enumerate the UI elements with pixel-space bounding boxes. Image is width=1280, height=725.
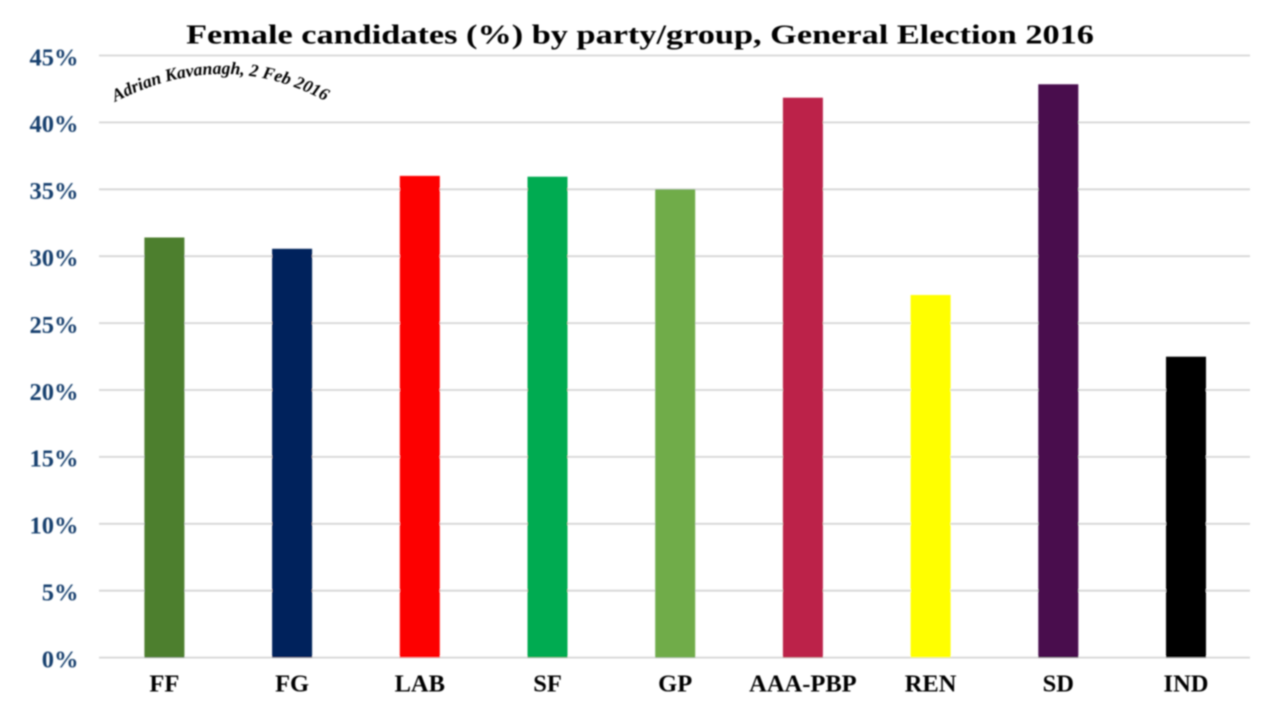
svg-text:40%: 40% [30,111,79,138]
svg-text:Female candidates (%) by party: Female candidates (%) by party/group, Ge… [186,19,1094,50]
svg-text:GP: GP [658,671,692,698]
svg-text:AAA-PBP: AAA-PBP [749,671,857,698]
svg-text:FF: FF [149,671,179,698]
svg-text:25%: 25% [30,312,79,339]
svg-text:10%: 10% [30,513,79,540]
svg-text:IND: IND [1164,671,1209,698]
svg-text:5%: 5% [42,580,79,607]
svg-text:SD: SD [1043,671,1074,698]
svg-text:REN: REN [905,671,957,698]
svg-text:FG: FG [275,671,309,698]
svg-text:35%: 35% [30,178,79,205]
svg-text:0%: 0% [42,646,79,673]
svg-text:30%: 30% [30,245,79,272]
svg-text:15%: 15% [30,446,79,473]
svg-text:SF: SF [533,671,562,698]
svg-text:20%: 20% [30,379,79,406]
svg-text:45%: 45% [30,44,79,71]
svg-text:LAB: LAB [395,671,445,698]
